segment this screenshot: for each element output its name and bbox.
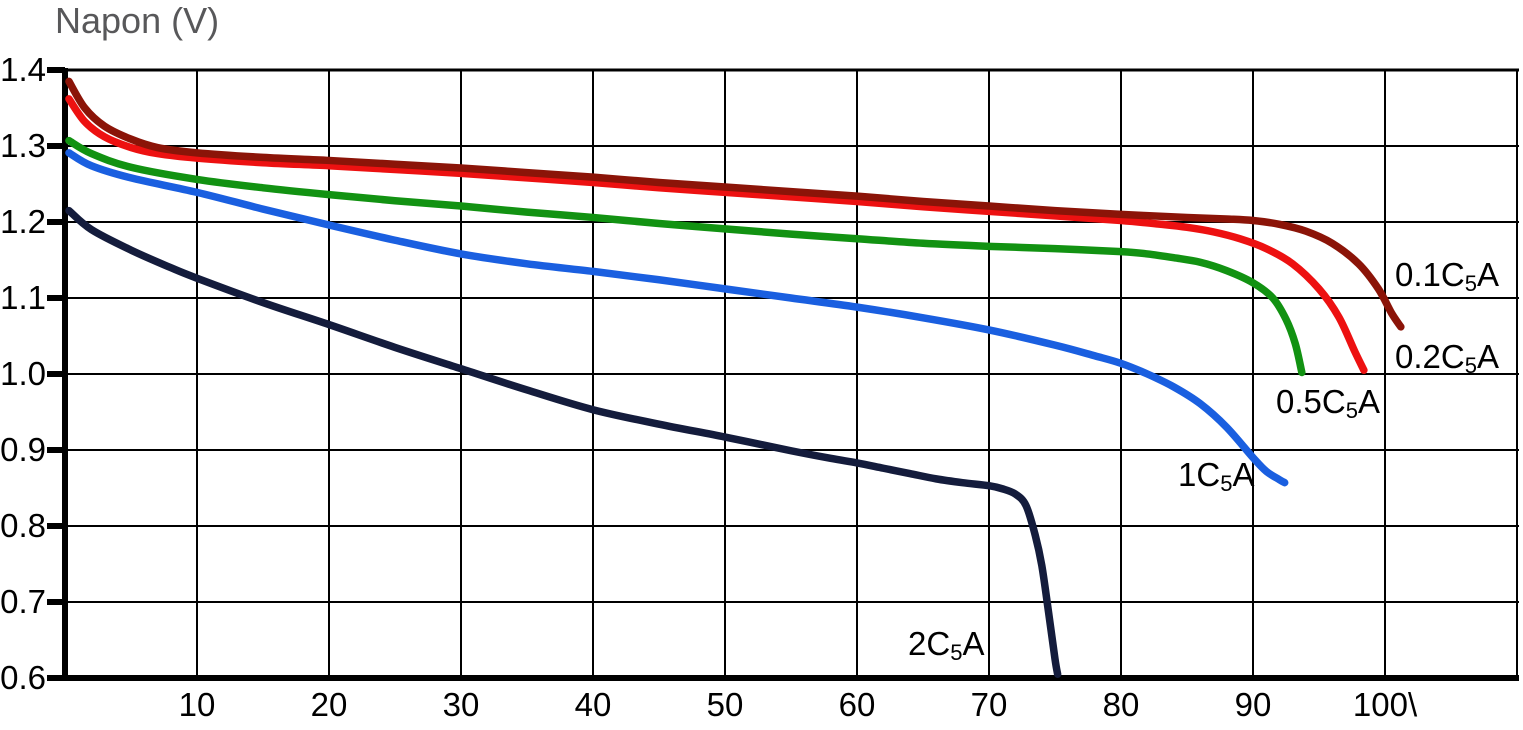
y-tick-label-0.7: 0.7 — [0, 583, 46, 620]
y-tick-label-0.6: 0.6 — [0, 659, 46, 696]
curve-1C5A — [65, 149, 1289, 487]
x-tick-label-90: 90 — [1234, 686, 1272, 723]
curve-label-0.2C5A: 0.2C5A — [1395, 338, 1499, 378]
curve-label-0.5C5A: 0.5C5A — [1276, 383, 1380, 423]
x-tick-label-80: 80 — [1102, 686, 1140, 723]
y-tick-label-1.3: 1.3 — [0, 127, 46, 164]
y-tick-label-1.1: 1.1 — [0, 279, 46, 316]
y-tick-label-1.2: 1.2 — [0, 203, 46, 240]
y-tick-label-1.4: 1.4 — [0, 51, 46, 88]
x-tick-label-40: 40 — [574, 686, 612, 723]
x-tick-label-20: 20 — [310, 686, 348, 723]
y-axis-title: Napon (V) — [55, 0, 220, 41]
x-tick-label-50: 50 — [706, 686, 744, 723]
x-tick-label-10: 10 — [178, 686, 216, 723]
y-tick-label-0.8: 0.8 — [0, 507, 46, 544]
y-tick-label-0.9: 0.9 — [0, 431, 46, 468]
curve-label-0.1C5A: 0.1C5A — [1395, 256, 1499, 296]
x-tick-label-30: 30 — [442, 686, 480, 723]
curve-0.5C5A — [65, 136, 1306, 377]
x-tick-label-70: 70 — [970, 686, 1008, 723]
curve-2C5A — [65, 206, 1062, 678]
curve-label-2C5A: 2C5A — [908, 625, 985, 665]
y-tick-label-1.0: 1.0 — [0, 355, 46, 392]
curve-0.1C5A — [65, 77, 1405, 331]
x-tick-label-100: 100\ — [1352, 686, 1418, 723]
curve-label-1C5A: 1C5A — [1178, 456, 1255, 496]
x-tick-label-60: 60 — [838, 686, 876, 723]
curve-0.2C5A — [65, 95, 1368, 374]
